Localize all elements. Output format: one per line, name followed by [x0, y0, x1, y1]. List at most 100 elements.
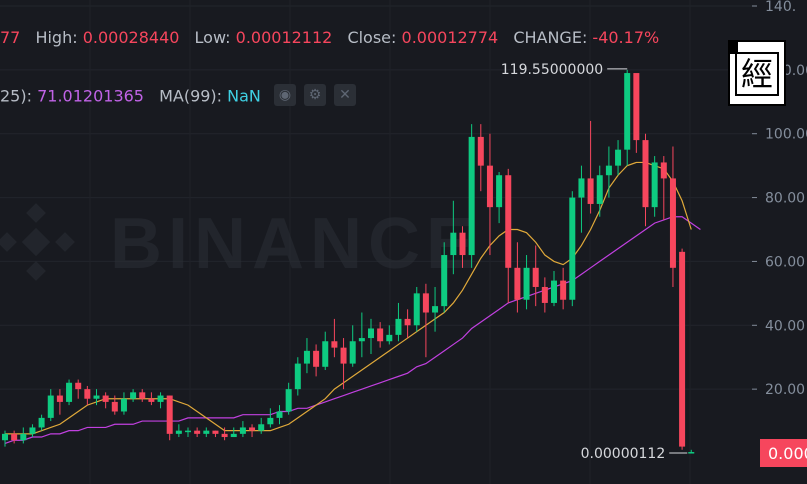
- min-price-label: 0.00000112: [581, 446, 666, 462]
- ohlc-info-row: 77 High: 0.00028440 Low: 0.00012112 Clos…: [0, 28, 659, 47]
- y-tick-label: 80.00: [765, 191, 805, 207]
- candle: [249, 427, 256, 431]
- y-tick-label: 20.00: [765, 382, 805, 398]
- ma25-label-fragment: 25):: [0, 86, 32, 106]
- candle: [111, 401, 118, 412]
- candle: [66, 382, 73, 402]
- candle: [157, 395, 164, 402]
- ma25-line: [5, 161, 692, 435]
- candle: [560, 280, 567, 300]
- candle: [413, 293, 420, 326]
- candle: [120, 398, 127, 412]
- publisher-logo-text: 經: [735, 52, 779, 96]
- candle: [505, 175, 512, 268]
- candle: [368, 328, 374, 339]
- candle: [2, 433, 8, 441]
- y-tick-label: 40.00: [765, 318, 805, 334]
- candle: [569, 197, 576, 300]
- candle: [633, 73, 640, 141]
- candle: [340, 347, 347, 364]
- candle: [651, 162, 658, 208]
- candle: [541, 286, 548, 303]
- binance-watermark: BINANCE: [110, 204, 480, 284]
- candle: [313, 350, 320, 367]
- candle: [459, 232, 466, 256]
- candle: [102, 395, 109, 402]
- candle: [615, 149, 622, 166]
- max-price-label: 119.55000000: [501, 62, 603, 78]
- low-value: 0.00012112: [235, 28, 333, 47]
- candle: [349, 341, 356, 364]
- y-tick-label: 100.00: [765, 127, 807, 143]
- candle: [422, 293, 429, 313]
- candle: [20, 433, 27, 441]
- candle: [38, 417, 45, 428]
- candle: [386, 334, 393, 342]
- candle: [285, 389, 292, 412]
- candle: [221, 433, 228, 438]
- candle: [679, 251, 686, 447]
- price-grid: [0, 5, 752, 390]
- candles-group: [2, 69, 695, 454]
- high-label: High:: [35, 28, 78, 47]
- candle: [395, 318, 402, 335]
- candle: [468, 136, 475, 256]
- extreme-annotations: 119.55000000 0.00000112: [501, 62, 688, 462]
- candle: [185, 430, 191, 433]
- change-value: -40.17%: [592, 28, 660, 47]
- candle: [477, 136, 484, 166]
- ma99-value: NaN: [227, 86, 261, 106]
- y-tick-label: 60.00: [765, 254, 805, 270]
- candle: [322, 341, 329, 367]
- candle: [47, 395, 54, 418]
- candle: [203, 430, 210, 434]
- candle: [56, 395, 63, 402]
- candle: [441, 255, 448, 307]
- candle: [587, 178, 594, 204]
- visibility-eye-icon[interactable]: ◉: [274, 84, 296, 106]
- candle: [93, 395, 100, 399]
- candle: [212, 430, 219, 434]
- current-price-tag: 0.000: [760, 439, 807, 467]
- binance-watermark-icon: [0, 203, 75, 281]
- candle: [175, 430, 182, 434]
- candle: [377, 328, 384, 342]
- candle: [358, 338, 365, 342]
- settings-gear-icon[interactable]: ⚙: [304, 84, 326, 106]
- close-icon[interactable]: ✕: [334, 84, 356, 106]
- ma99-line: [4, 216, 701, 444]
- candle: [450, 232, 457, 256]
- candle: [669, 178, 676, 268]
- ma99-label: MA(99):: [159, 86, 223, 106]
- candle: [578, 178, 585, 198]
- candle: [496, 175, 503, 208]
- candle: [624, 73, 631, 150]
- candle: [532, 267, 539, 287]
- candle: [404, 318, 411, 326]
- open-value-fragment: 77: [0, 28, 21, 47]
- candle: [130, 392, 137, 399]
- candle: [303, 350, 310, 364]
- candle: [596, 175, 603, 204]
- candle: [486, 165, 493, 208]
- candle: [194, 430, 201, 434]
- candle: [432, 306, 439, 313]
- candle: [331, 341, 338, 348]
- candle: [11, 433, 18, 441]
- candle: [29, 427, 36, 434]
- candle: [239, 427, 246, 434]
- candle: [230, 433, 237, 438]
- candle: [267, 417, 274, 425]
- candle: [551, 280, 557, 303]
- ma-info-row: 25): 71.01201365 MA(99): NaN ◉ ⚙ ✕: [0, 84, 356, 108]
- candle: [258, 424, 265, 431]
- close-label: Close:: [347, 28, 397, 47]
- candle: [166, 395, 173, 434]
- candle: [660, 162, 667, 179]
- candle: [294, 363, 301, 390]
- close-value: 0.00012774: [401, 28, 499, 47]
- high-value: 0.00028440: [82, 28, 180, 47]
- candle: [139, 392, 146, 399]
- candle: [605, 165, 612, 176]
